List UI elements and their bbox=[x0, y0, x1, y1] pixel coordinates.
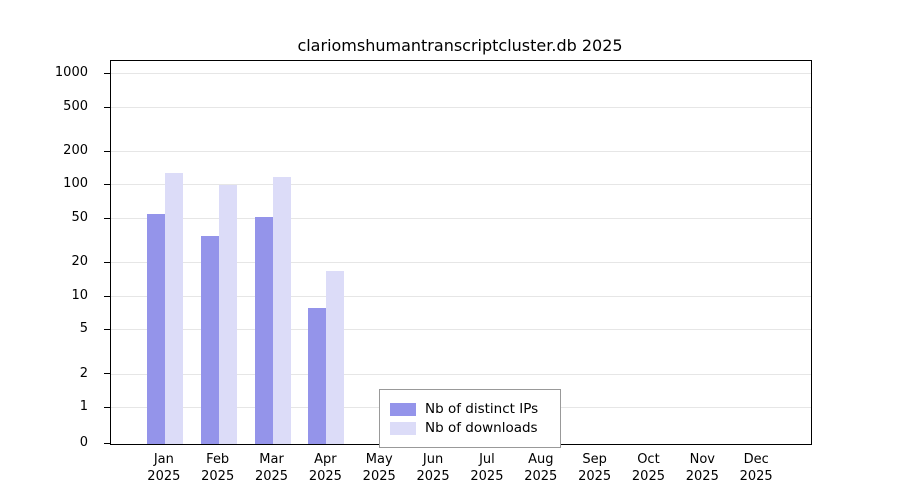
gridline-y-100 bbox=[111, 184, 811, 186]
bar-jan-distinct-ips bbox=[146, 214, 165, 444]
y-tick-label-200: 200 bbox=[63, 142, 88, 158]
y-tick-label-1: 1 bbox=[79, 399, 88, 414]
x-tick-label-apr: Apr 2025 bbox=[308, 452, 342, 484]
x-axis-labels: Jan 2025 Feb 2025 Mar 2025 Apr 2025 May 2025… bbox=[110, 451, 810, 491]
x-tick-label-aug: Aug 2025 bbox=[524, 452, 558, 484]
y-tick-mark-500 bbox=[104, 106, 110, 108]
x-tick-label-dec: Dec 2025 bbox=[739, 452, 773, 484]
y-tick-mark-10 bbox=[104, 295, 110, 297]
legend-label-downloads: Nb of downloads bbox=[425, 420, 538, 436]
x-tick-label-oct: Oct 2025 bbox=[631, 452, 665, 484]
y-tick-mark-1 bbox=[104, 407, 110, 408]
x-tick-label-may: May 2025 bbox=[362, 452, 396, 484]
y-tick-mark-5 bbox=[104, 329, 110, 331]
legend-label-distinct-ips: Nb of distinct IPs bbox=[425, 401, 539, 417]
legend-item-downloads: Nb of downloads bbox=[390, 420, 550, 436]
y-tick-mark-0 bbox=[104, 443, 110, 444]
bar-apr-downloads bbox=[326, 271, 345, 444]
y-tick-label-0: 0 bbox=[79, 435, 88, 450]
bar-jan-downloads bbox=[164, 172, 183, 444]
gridline-y-2 bbox=[111, 373, 811, 375]
bar-mar-distinct-ips bbox=[254, 217, 273, 444]
bar-feb-downloads bbox=[218, 185, 237, 444]
legend: Nb of distinct IPs Nb of downloads bbox=[379, 389, 561, 448]
gridline-y-200 bbox=[111, 150, 811, 152]
x-tick-label-mar: Mar 2025 bbox=[254, 452, 289, 484]
x-tick-label-sep: Sep 2025 bbox=[578, 452, 612, 484]
y-tick-label-20: 20 bbox=[71, 254, 88, 270]
y-tick-label-5: 5 bbox=[79, 321, 88, 337]
y-tick-mark-200 bbox=[104, 150, 110, 152]
y-tick-label-500: 500 bbox=[63, 98, 88, 114]
gridline-y-20 bbox=[111, 262, 811, 264]
y-tick-mark-100 bbox=[104, 184, 110, 186]
y-tick-label-10: 10 bbox=[71, 287, 88, 303]
y-tick-mark-2 bbox=[104, 373, 110, 375]
y-tick-mark-20 bbox=[104, 262, 110, 264]
x-tick-label-feb: Feb 2025 bbox=[201, 452, 235, 484]
chart-title: clariomshumantranscriptcluster.db 2025 bbox=[297, 36, 623, 55]
bar-apr-distinct-ips bbox=[308, 307, 327, 444]
y-tick-mark-1000 bbox=[104, 73, 110, 75]
y-axis-labels: 0 1 2 5 10 20 50 100 200 500 1000 bbox=[0, 60, 100, 450]
x-tick-label-nov: Nov 2025 bbox=[685, 452, 719, 484]
legend-swatch-downloads bbox=[390, 421, 416, 435]
x-tick-label-jun: Jun 2025 bbox=[416, 452, 450, 484]
legend-item-distinct-ips: Nb of distinct IPs bbox=[390, 401, 550, 417]
y-tick-label-2: 2 bbox=[79, 365, 88, 381]
gridline-y-1000 bbox=[111, 73, 811, 75]
gridline-y-50 bbox=[111, 217, 811, 219]
gridline-y-500 bbox=[111, 106, 811, 108]
bar-feb-distinct-ips bbox=[200, 236, 219, 444]
y-tick-mark-50 bbox=[104, 217, 110, 219]
plot-area: Nb of distinct IPs Nb of downloads bbox=[110, 60, 812, 448]
y-tick-label-100: 100 bbox=[63, 176, 88, 192]
bar-mar-downloads bbox=[272, 176, 291, 444]
x-tick-label-jan: Jan 2025 bbox=[147, 452, 181, 484]
gridline-y-10 bbox=[111, 295, 811, 297]
legend-swatch-distinct-ips bbox=[390, 402, 416, 416]
y-tick-label-1000: 1000 bbox=[54, 65, 88, 81]
gridline-y-5 bbox=[111, 329, 811, 331]
y-tick-label-50: 50 bbox=[71, 209, 88, 225]
x-tick-label-jul: Jul 2025 bbox=[470, 452, 504, 484]
